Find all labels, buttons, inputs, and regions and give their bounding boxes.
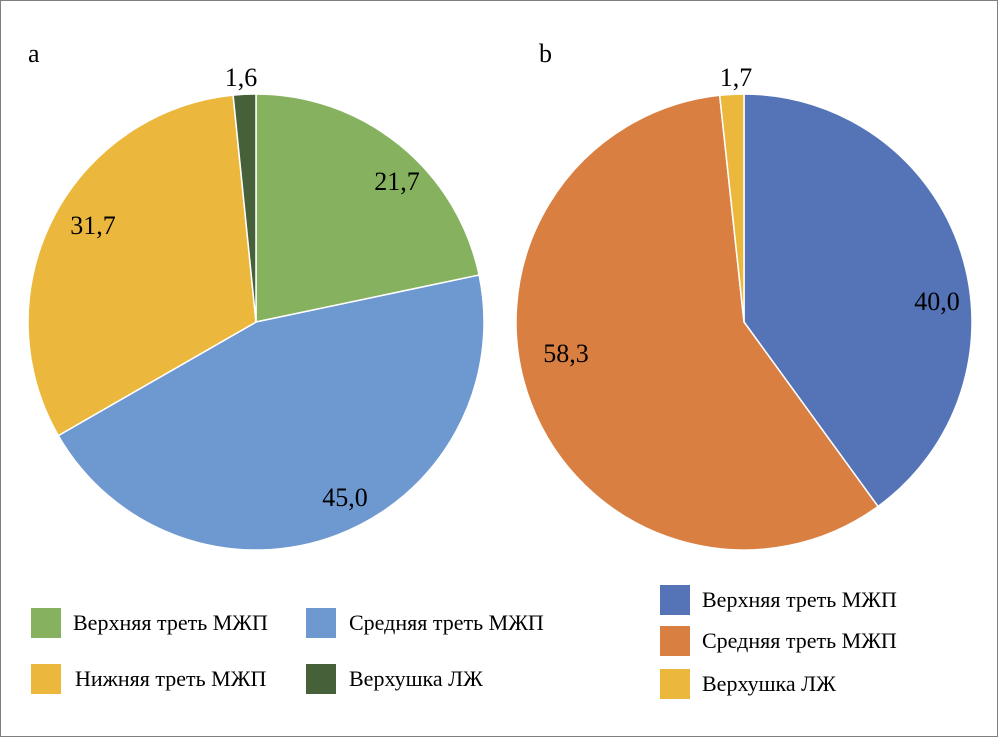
legend-a-swatch-middle [306, 608, 336, 638]
pie-b-data-label-2: 1,7 [720, 63, 753, 92]
legend-a-item-apex: Верхушка ЛЖ [306, 664, 483, 694]
legend-b-swatch-middle [660, 626, 690, 656]
legend-b-text-middle: Средняя треть МЖП [702, 628, 897, 653]
pie-a-slice-1 [57, 274, 485, 551]
legend-a-swatch-apex [306, 664, 336, 694]
legend-b-swatch-apex [660, 669, 690, 699]
legend-a-swatch-lower [31, 664, 61, 694]
pie-b-slice-1 [515, 94, 880, 551]
pie-a: 21,7 45,0 31,7 1,6 [27, 63, 485, 551]
legend-b-item-apex: Верхушка ЛЖ [660, 669, 836, 699]
pie-a-slice-2 [27, 94, 257, 437]
panel-b-label: b [539, 39, 552, 68]
legend-a-text-upper: Верхняя треть МЖП [73, 610, 268, 635]
panel-a-label: a [28, 39, 40, 68]
pie-b: 40,0 58,3 1,7 [515, 63, 973, 551]
pie-b-slice-2 [718, 93, 745, 323]
legend-b-text-upper: Верхняя треть МЖП [702, 587, 897, 612]
legend-a-text-lower: Нижняя треть МЖП [75, 666, 267, 691]
legend-a-text-apex: Верхушка ЛЖ [349, 666, 483, 691]
legend-a-item-middle: Средняя треть МЖП [306, 608, 544, 638]
pie-a-data-label-0: 21,7 [374, 167, 420, 196]
pie-b-slice-0 [743, 93, 973, 508]
legend-b-text-apex: Верхушка ЛЖ [702, 671, 836, 696]
legend-a-item-upper: Верхняя треть МЖП [31, 608, 268, 638]
legend-b-swatch-upper [660, 585, 690, 615]
legend-a-item-lower: Нижняя треть МЖП [31, 664, 266, 694]
pie-a-slice-0 [255, 93, 481, 323]
legend-a-text-middle: Средняя треть МЖП [349, 610, 544, 635]
pie-a-slice-3 [232, 93, 257, 323]
legend-a-swatch-upper [31, 608, 61, 638]
legend-b-item-upper: Верхняя треть МЖП [660, 585, 897, 615]
pie-a-data-label-2: 31,7 [70, 211, 116, 240]
legend-b-item-middle: Средняя треть МЖП [660, 626, 897, 656]
pie-b-data-label-0: 40,0 [914, 287, 960, 316]
pie-b-data-label-1: 58,3 [543, 339, 589, 368]
pie-a-data-label-1: 45,0 [322, 483, 368, 512]
pie-a-data-label-3: 1,6 [225, 63, 258, 92]
